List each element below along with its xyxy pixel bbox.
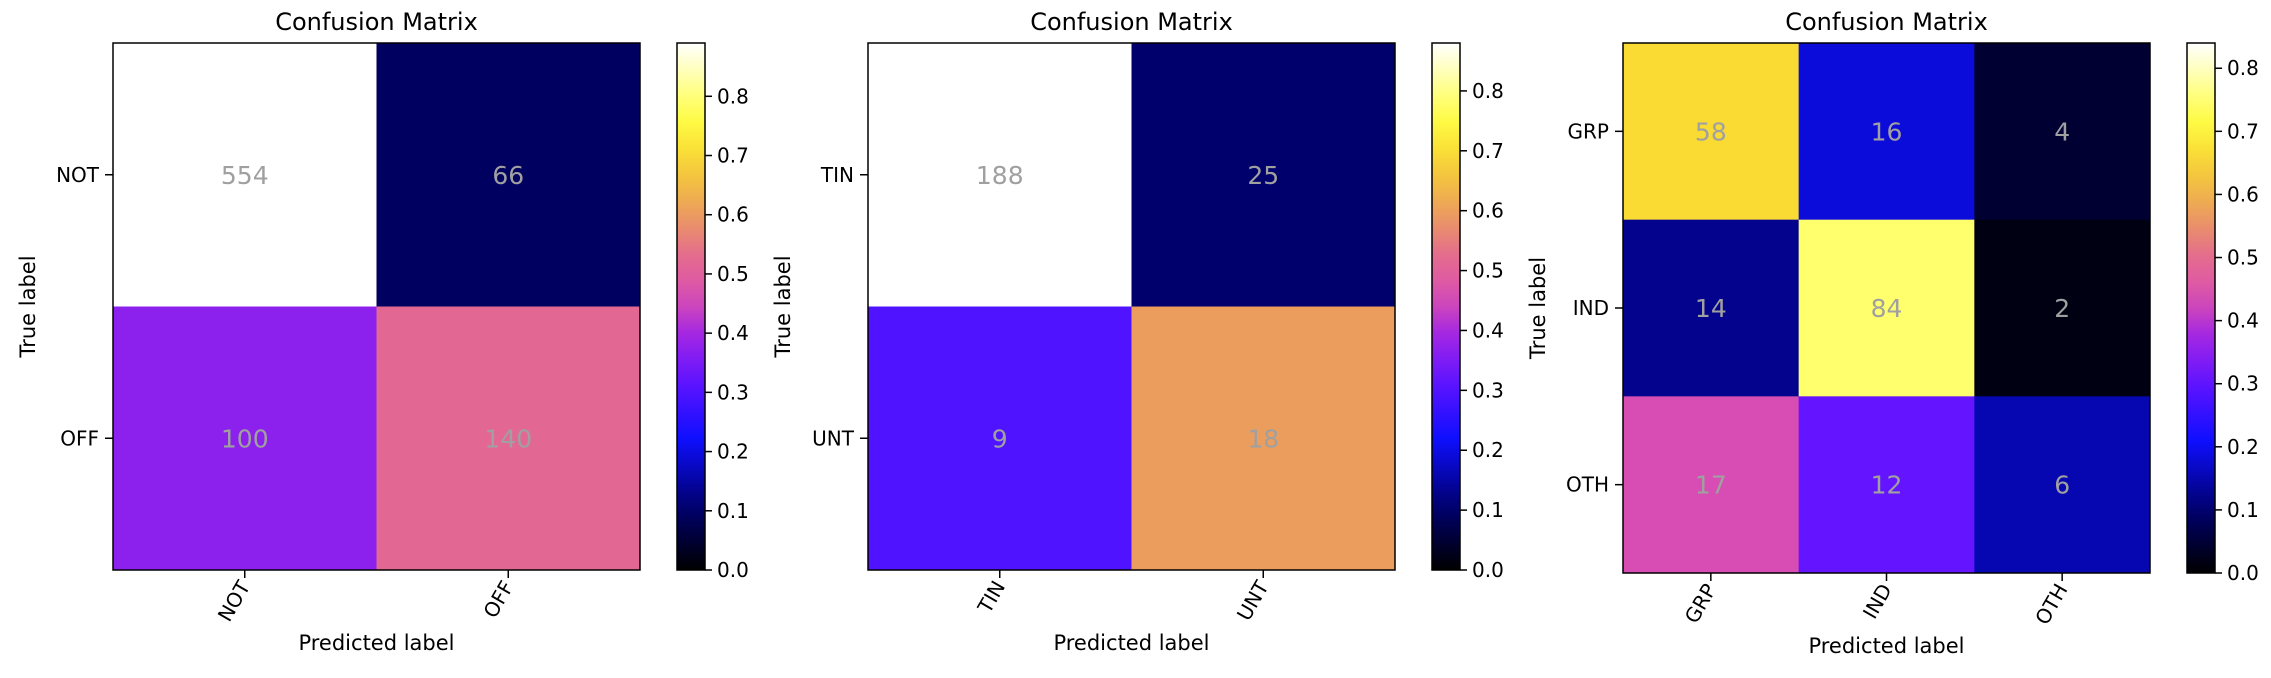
colorbar-tick-label: 0.6 (1472, 199, 1504, 223)
colorbar-tick-label: 0.8 (1472, 79, 1504, 103)
cell-value-label: 17 (1695, 471, 1727, 500)
colorbar-tick-label: 0.0 (717, 558, 749, 582)
x-tick-label: OTH (2030, 580, 2072, 629)
heatmap-cell (1623, 396, 1800, 574)
cell-value-label: 84 (1871, 294, 1903, 323)
x-axis-label: Predicted label (1053, 631, 1209, 655)
colorbar (1431, 42, 1461, 571)
colorbar-tick-label: 0.0 (2227, 561, 2259, 585)
x-tick-label: OFF (478, 577, 518, 623)
x-tick-label: TIN (972, 577, 1010, 619)
chart-title: Confusion Matrix (1785, 8, 1988, 36)
heatmap-cell (1974, 219, 2151, 397)
cell-value-label: 12 (1871, 471, 1903, 500)
heatmap-cell (1131, 306, 1396, 571)
y-tick-label: GRP (1568, 119, 1609, 143)
cell-value-label: 4 (2054, 117, 2070, 146)
confusion-matrix-1: 554 66 100 140 Confusion Matrix NOT OFF NOT OFF P… (16, 8, 749, 655)
colorbar-tick-label: 0.7 (717, 144, 749, 168)
colorbar-tick-label: 0.2 (2227, 435, 2259, 459)
colorbar-tick-label: 0.6 (717, 203, 749, 227)
matrix-frame (867, 42, 1396, 571)
colorbar-tick-label: 0.7 (1472, 139, 1504, 163)
heatmap-cell (113, 43, 377, 307)
confusion-matrix-2: 188 25 9 18 Confusion Matrix TIN UNT TIN UNT Pred… (771, 8, 1504, 655)
y-tick-label: OFF (60, 426, 99, 450)
cell-value-label: 100 (221, 424, 269, 453)
heatmap-cell (1623, 219, 1800, 397)
heatmap-cell (868, 306, 1132, 571)
colorbar-tick-label: 0.3 (2227, 372, 2259, 396)
heatmap-cell (1798, 43, 1975, 221)
heatmap-cell (113, 306, 377, 571)
x-tick-label: UNT (1232, 576, 1274, 625)
colorbar-tick-label: 0.5 (717, 262, 749, 286)
colorbar-tick-label: 0.1 (1472, 498, 1504, 522)
y-tick-label: NOT (56, 163, 100, 187)
colorbar (2186, 42, 2216, 574)
x-axis-label: Predicted label (298, 631, 454, 655)
y-axis-label: True label (771, 255, 795, 358)
heatmap-cell (1131, 43, 1396, 307)
cell-value-label: 18 (1247, 424, 1279, 453)
x-tick-label: NOT (213, 576, 256, 626)
y-tick-label: OTH (1566, 473, 1609, 497)
x-axis-label: Predicted label (1808, 634, 1964, 658)
y-axis-label: True label (1526, 257, 1550, 360)
heatmap-cell (1974, 43, 2151, 221)
colorbar-tick-label: 0.2 (1472, 438, 1504, 462)
cell-value-label: 9 (992, 424, 1008, 453)
colorbar-tick-label: 0.7 (2227, 119, 2259, 143)
colorbar-tick-label: 0.4 (717, 321, 749, 345)
confusion-matrix-3: 58 16 4 14 84 2 17 12 6 Confusion Matrix GRP IND OTH… (1526, 8, 2259, 658)
y-tick-label: UNT (812, 426, 855, 450)
cell-value-label: 554 (221, 161, 269, 190)
colorbar-tick-label: 0.2 (717, 440, 749, 464)
colorbar-tick-label: 0.8 (717, 84, 749, 108)
cell-value-label: 25 (1247, 161, 1279, 190)
colorbar-tick-label: 0.6 (2227, 182, 2259, 206)
colorbar-tick-label: 0.8 (2227, 56, 2259, 80)
colorbar-tick-label: 0.4 (1472, 318, 1504, 342)
cell-value-label: 14 (1695, 294, 1727, 323)
x-tick-label: GRP (1680, 580, 1722, 628)
heatmap-cell (1798, 219, 1975, 397)
heatmap-cell (376, 43, 641, 307)
cell-value-label: 140 (484, 424, 532, 453)
heatmap-cell (376, 306, 641, 571)
colorbar-tick-label: 0.5 (2227, 246, 2259, 270)
matrix-frame (112, 42, 641, 571)
heatmap-cell (1623, 43, 1800, 221)
cell-value-label: 2 (2054, 294, 2070, 323)
x-tick-label: IND (1858, 580, 1897, 623)
colorbar-tick-label: 0.1 (717, 499, 749, 523)
cell-value-label: 58 (1695, 117, 1727, 146)
colorbar-tick-label: 0.3 (1472, 378, 1504, 402)
heatmap-cell (1798, 396, 1975, 574)
colorbar-tick-label: 0.4 (2227, 309, 2259, 333)
chart-title: Confusion Matrix (275, 8, 478, 36)
y-tick-label: IND (1573, 296, 1609, 320)
cell-value-label: 66 (492, 161, 524, 190)
y-axis-label: True label (16, 255, 40, 358)
cell-value-label: 188 (976, 161, 1024, 190)
cell-value-label: 6 (2054, 471, 2070, 500)
cell-value-label: 16 (1871, 117, 1903, 146)
colorbar-tick-label: 0.3 (717, 380, 749, 404)
heatmap-cell (868, 43, 1132, 307)
chart-title: Confusion Matrix (1030, 8, 1233, 36)
colorbar-tick-label: 0.0 (1472, 558, 1504, 582)
heatmap-cell (1974, 396, 2151, 574)
y-tick-label: TIN (820, 163, 854, 187)
colorbar (676, 42, 706, 571)
colorbar-tick-label: 0.1 (2227, 498, 2259, 522)
colorbar-tick-label: 0.5 (1472, 259, 1504, 283)
